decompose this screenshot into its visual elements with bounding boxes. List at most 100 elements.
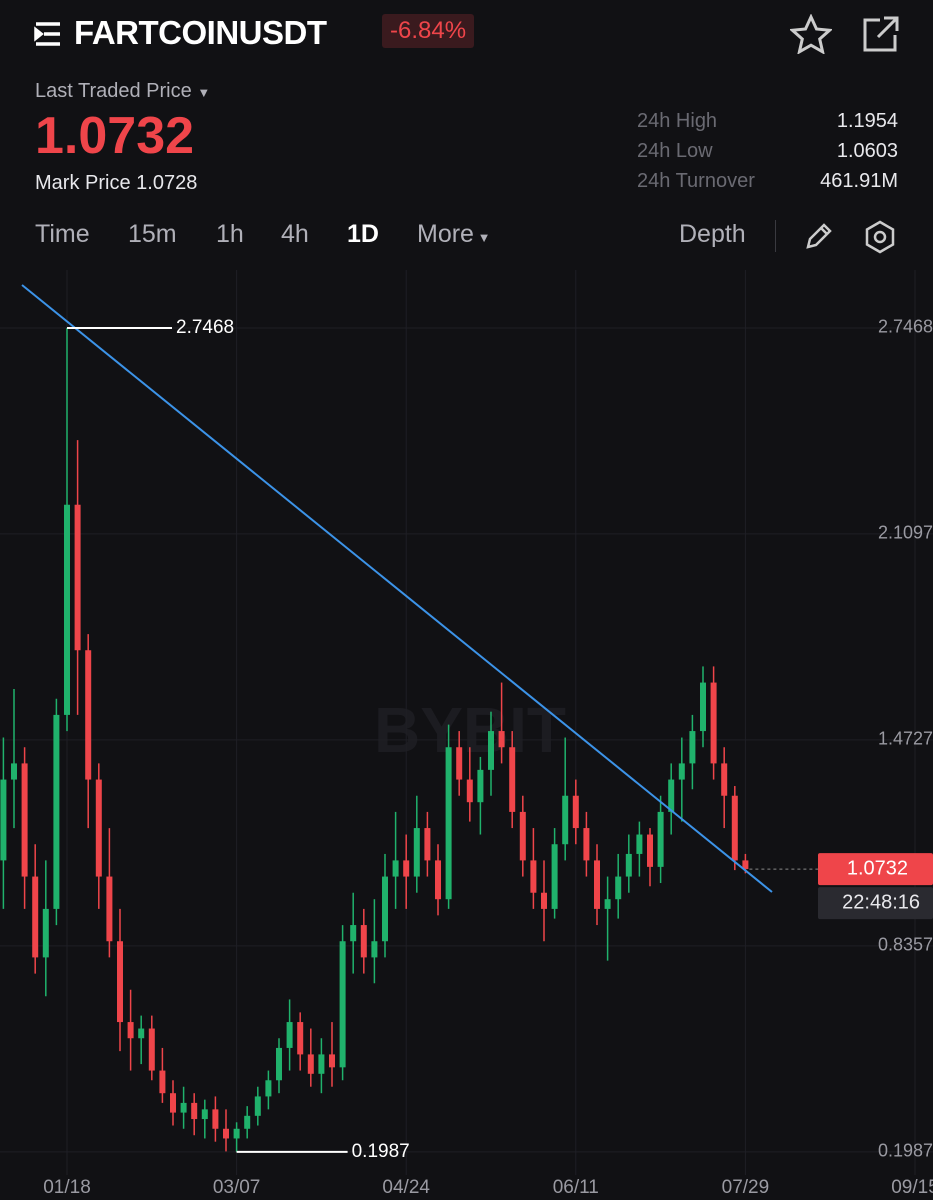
x-tick-label: 06/11 [553,1177,599,1198]
candle-body [435,860,441,900]
candle-body [721,763,728,796]
x-tick-label: 07/29 [722,1177,770,1198]
x-tick-label: 01/18 [43,1177,91,1198]
candle-body [307,1054,314,1074]
price-label[interactable]: Last Traded Price ▼ [35,80,211,102]
candle-body [700,682,706,732]
y-tick-label: 1.4727 [878,729,933,749]
candle-body [180,1102,187,1113]
stat-value: 1.1954 [836,110,898,132]
tab[interactable]: 4h [281,220,309,248]
stat-label: 24h Turnover [637,170,755,192]
last-price-tag: 1.0732 [847,857,908,879]
candle-body [74,504,81,651]
y-tick-label: 0.8357 [878,935,933,955]
y-tick-label: 2.1097 [878,523,933,543]
candle-body [339,941,346,1068]
candle-body [668,779,675,812]
candle-body [562,795,569,845]
menu-icon[interactable] [34,20,64,48]
candle-body [583,828,590,861]
candle-body [371,941,378,958]
candle-body [254,1096,261,1116]
share-icon[interactable] [860,14,902,54]
candle-body [318,1054,325,1074]
candle-body [541,892,547,909]
candle-body [11,763,17,780]
candle-body [551,844,558,909]
candle-body [244,1115,251,1129]
candle-body [689,731,696,764]
candle-body [530,860,537,893]
tab[interactable]: Time [35,220,90,248]
candle-body [424,828,431,861]
candle-body [95,779,102,877]
candle-body [615,876,622,900]
candle-body [710,682,717,764]
candle-body [329,1054,335,1068]
candle-body [117,941,123,1023]
candle-body [223,1128,229,1139]
mark-label: Mark Price [35,172,131,194]
candle-body [519,811,526,861]
candle-body [413,828,420,877]
candle-body [138,1028,145,1039]
candle-body [233,1128,240,1139]
candle-body [477,769,484,803]
candle-body [350,925,357,942]
candle-body [85,650,92,780]
favorite-icon[interactable] [790,14,832,54]
candle-body [286,1022,293,1048]
symbol[interactable]: FARTCOINUSDT [74,14,327,51]
tab[interactable]: 15m [128,220,177,248]
trend-line [21,284,773,893]
candle-body [170,1093,176,1113]
stat-value: 1.0603 [836,140,898,162]
x-tick-label: 03/07 [213,1177,261,1198]
mark-value: 1.0728 [136,172,198,194]
stat-value: 461.91M [820,170,898,192]
countdown: 22:48:16 [842,891,920,913]
divider [775,220,776,252]
candle-body [148,1028,155,1071]
candle-body [265,1080,272,1097]
candle-body [53,714,60,909]
candle-body [498,731,505,748]
tab[interactable]: 1D [347,220,379,248]
price-label-text: Last Traded Price [35,80,192,102]
candle-body [0,779,7,861]
candle-body [191,1102,198,1120]
countdown-box [818,887,933,920]
stat-label: 24h Low [637,140,713,162]
candle-body [456,747,463,780]
candle-body [466,779,473,803]
candle-body [64,504,70,715]
settings-icon[interactable] [862,219,898,255]
candle-body [731,795,738,861]
candle-body [488,731,494,770]
draw-icon[interactable] [802,219,836,253]
candle-body [360,925,367,958]
y-tick-label: 0.1987 [878,1141,933,1161]
candle-body [21,763,28,877]
candle-body [647,834,653,867]
candle-body [201,1109,208,1120]
candle-body [445,747,452,900]
candle-body [604,899,611,909]
tab[interactable]: More ▼ [417,220,491,248]
candle-body [32,876,39,958]
candle-body [159,1070,166,1094]
candle-body [572,795,579,829]
high-label: 2.7468 [176,317,234,338]
candle-body [594,860,600,909]
x-tick-label: 04/24 [382,1177,430,1198]
tab[interactable]: 1h [216,220,244,248]
candle-body [382,876,388,942]
candle-body [742,860,749,870]
candle-body [509,747,516,812]
candle-body [212,1109,219,1129]
candle-body [392,860,399,877]
tab[interactable]: Depth [679,220,746,248]
